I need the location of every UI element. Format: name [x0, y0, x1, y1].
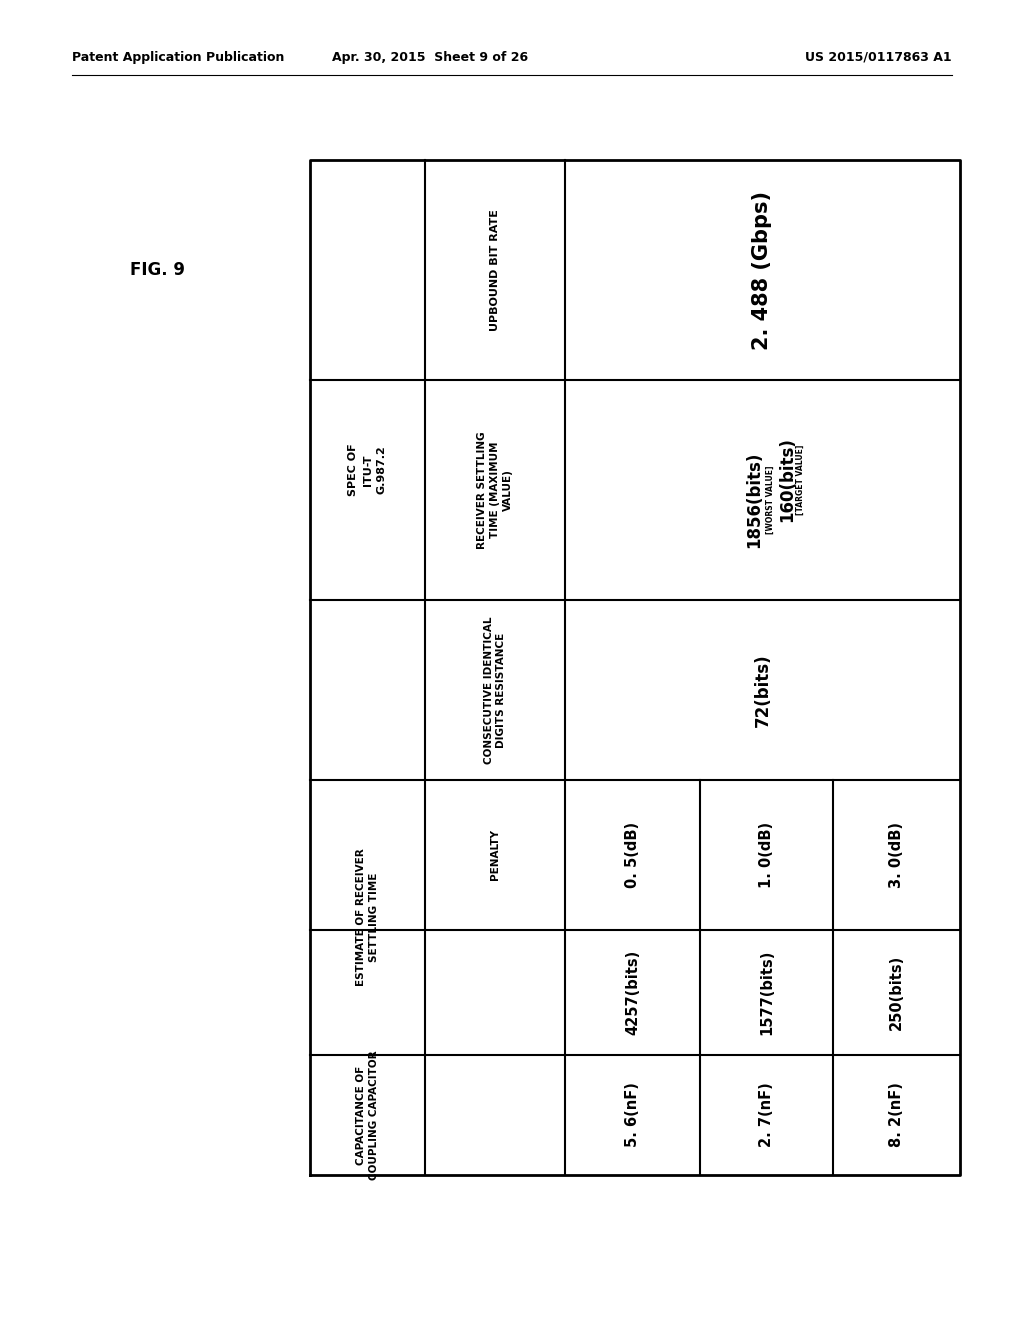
Text: 1577(bits): 1577(bits) [759, 950, 774, 1035]
Text: 0. 5(dB): 0. 5(dB) [625, 822, 640, 888]
Text: 2. 7(nF): 2. 7(nF) [759, 1082, 774, 1147]
Text: 160(bits): 160(bits) [778, 437, 797, 523]
Text: CONSECUTIVE IDENTICAL
DIGITS RESISTANCE: CONSECUTIVE IDENTICAL DIGITS RESISTANCE [483, 616, 507, 764]
Text: 250(bits): 250(bits) [889, 954, 904, 1030]
Text: UPBOUND BIT RATE: UPBOUND BIT RATE [490, 209, 500, 331]
Text: 1. 0(dB): 1. 0(dB) [759, 822, 774, 888]
Text: 3. 0(dB): 3. 0(dB) [889, 822, 904, 888]
Text: ESTIMATE OF RECEIVER
SETTLING TIME: ESTIMATE OF RECEIVER SETTLING TIME [356, 849, 379, 986]
Text: US 2015/0117863 A1: US 2015/0117863 A1 [805, 50, 952, 63]
Text: SPEC OF
ITU-T
G.987.2: SPEC OF ITU-T G.987.2 [348, 444, 386, 496]
Text: CAPACITANCE OF
COUPLING CAPACITOR: CAPACITANCE OF COUPLING CAPACITOR [356, 1051, 379, 1180]
Text: 1856(bits): 1856(bits) [745, 451, 764, 548]
Text: PENALTY: PENALTY [490, 829, 500, 880]
Text: [TARGET VALUE]: [TARGET VALUE] [796, 445, 805, 515]
Text: Patent Application Publication: Patent Application Publication [72, 50, 285, 63]
Text: [WORST VALUE]: [WORST VALUE] [766, 466, 775, 535]
Text: 2. 488 (Gbps): 2. 488 (Gbps) [753, 190, 772, 350]
Text: 5. 6(nF): 5. 6(nF) [625, 1082, 640, 1147]
Text: 8. 2(nF): 8. 2(nF) [889, 1082, 904, 1147]
Text: FIG. 9: FIG. 9 [130, 261, 185, 279]
Text: 72(bits): 72(bits) [754, 653, 771, 727]
Text: Apr. 30, 2015  Sheet 9 of 26: Apr. 30, 2015 Sheet 9 of 26 [332, 50, 528, 63]
Text: 4257(bits): 4257(bits) [625, 950, 640, 1035]
Text: RECEIVER SETTLING
TIME (MAXIMUM
VALUE): RECEIVER SETTLING TIME (MAXIMUM VALUE) [477, 432, 513, 549]
